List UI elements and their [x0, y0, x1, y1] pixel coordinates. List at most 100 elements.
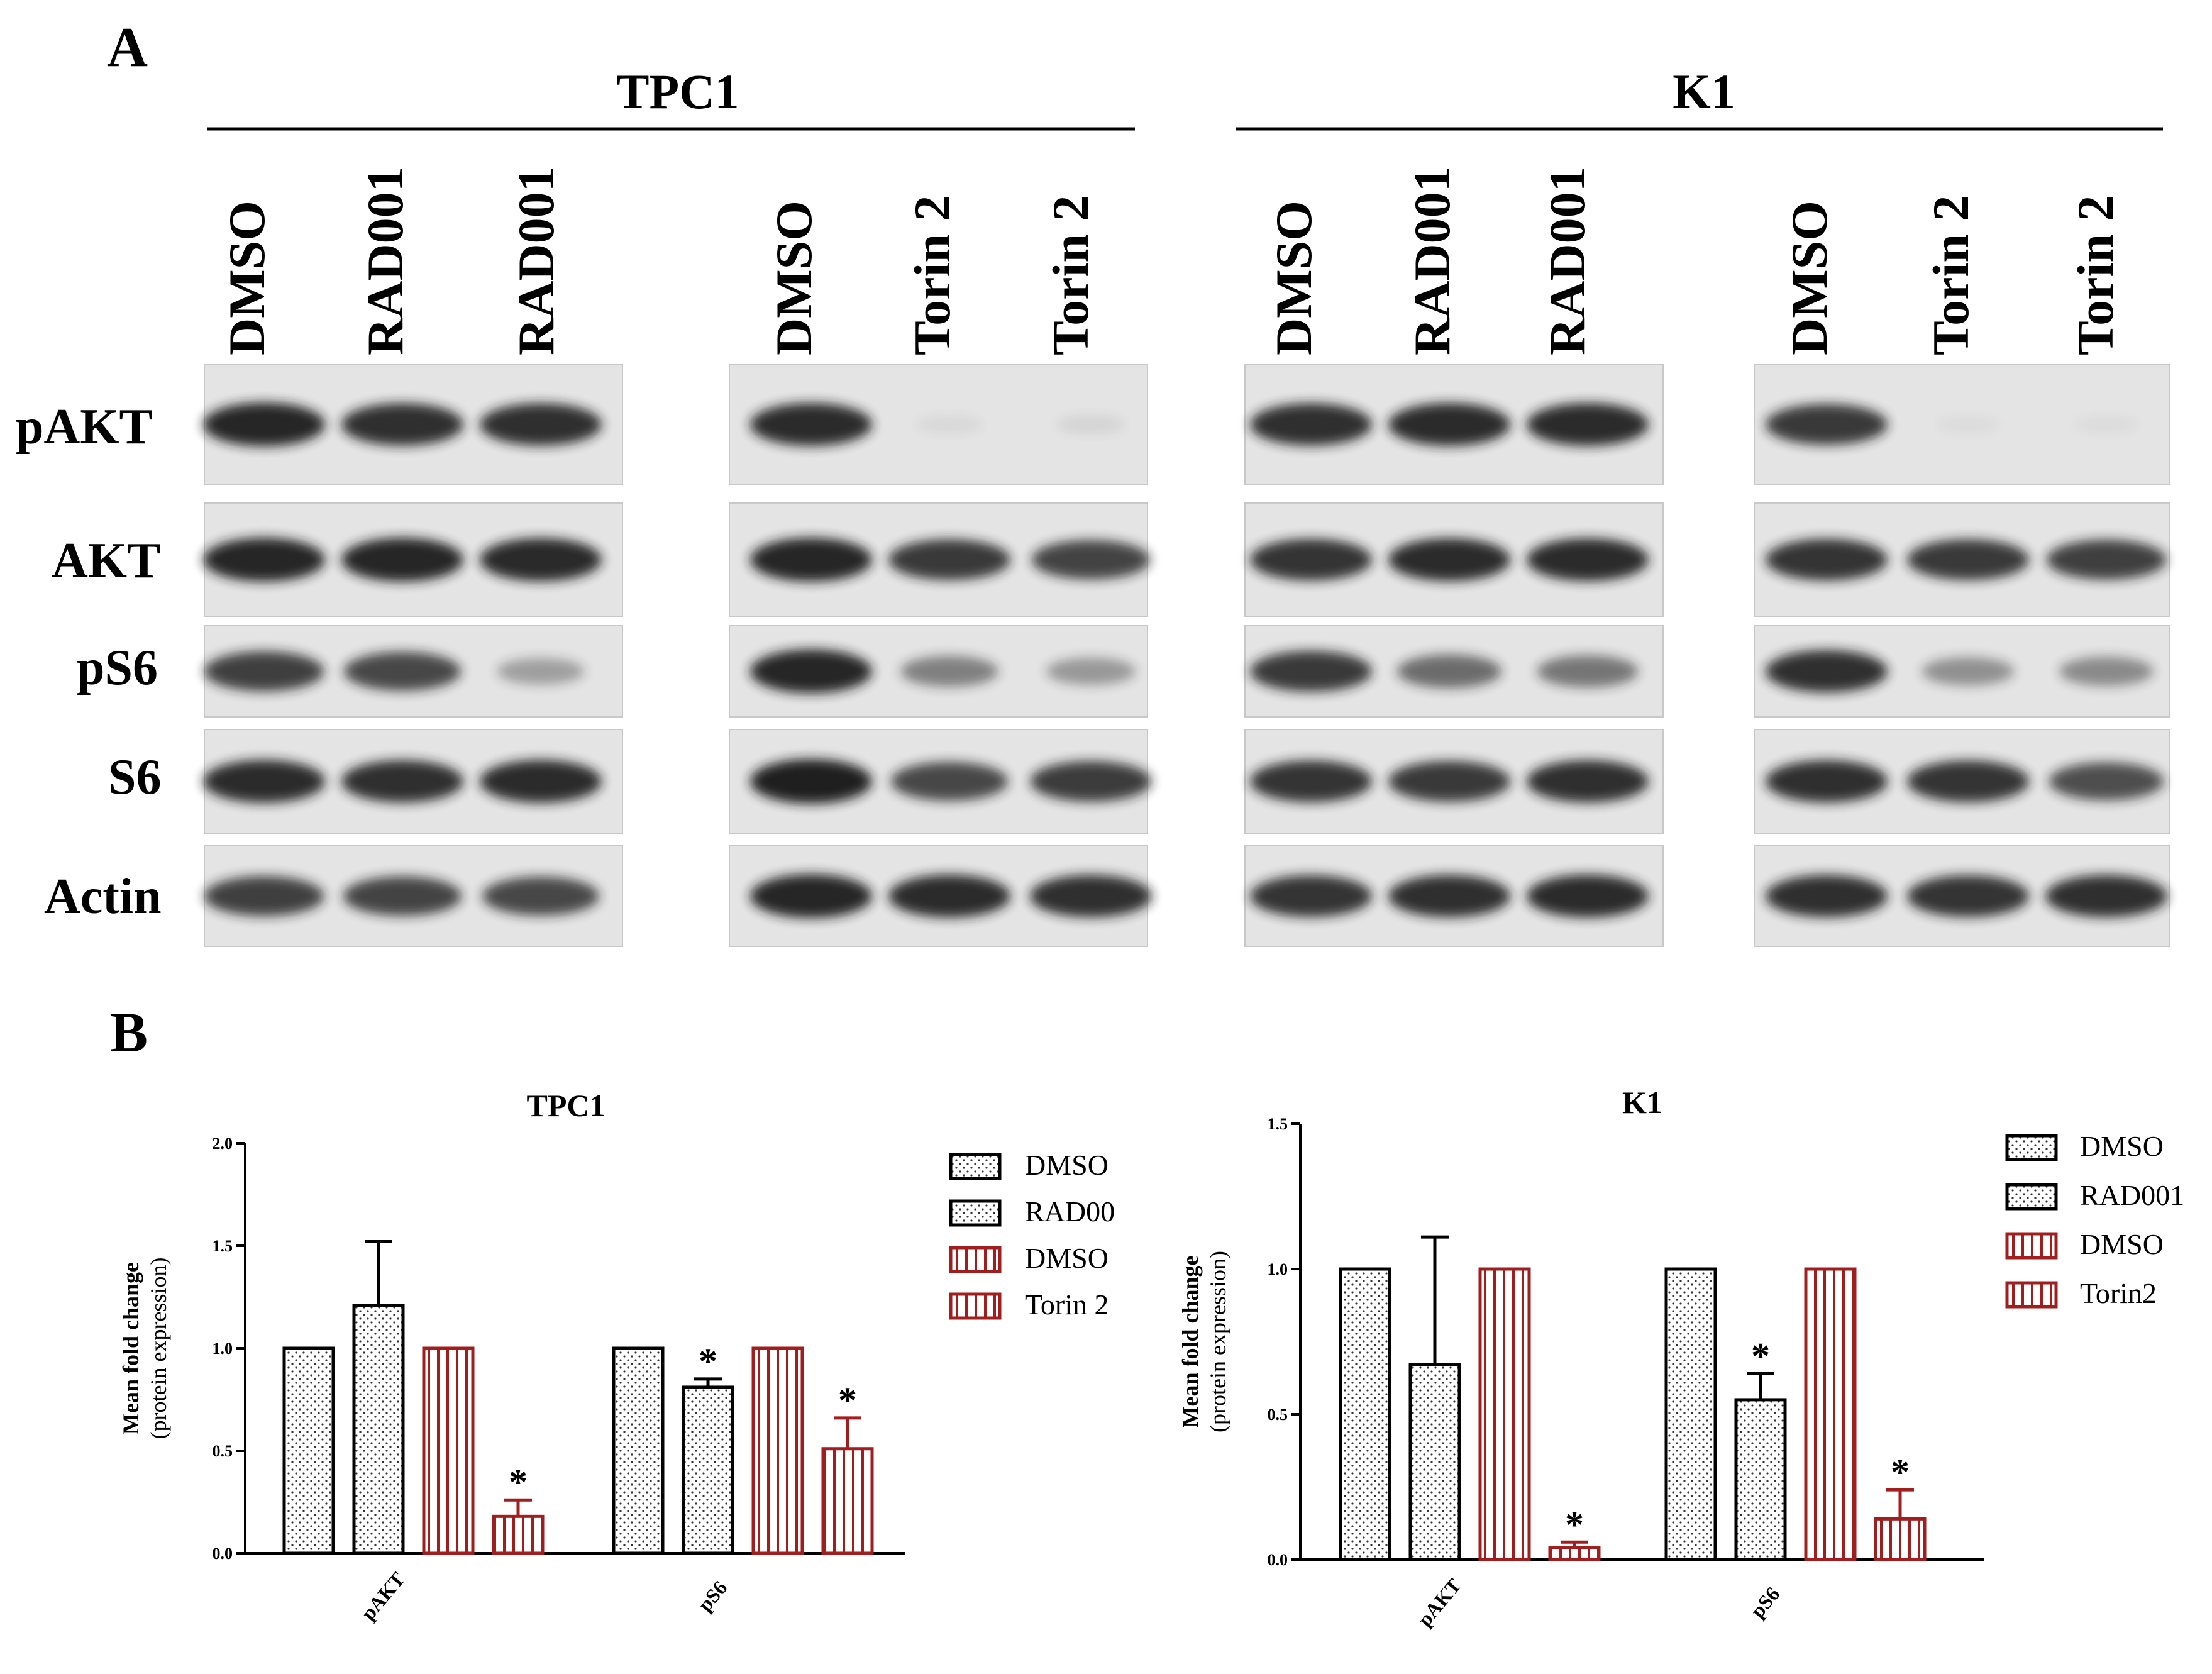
significance-k1-ps6-1: * [1751, 1335, 1770, 1377]
band-akt-0-0 [203, 538, 325, 582]
significance-tpc1-ps6-3: * [838, 1380, 857, 1421]
lane-label-tpc1-0: DMSO [218, 201, 275, 355]
y-tick-label-k1-2: 1.0 [1268, 1260, 1288, 1278]
bar-tpc1-ps6-1 [682, 1385, 734, 1555]
row-labels: pAKT AKT pS6 S6 Actin [16, 399, 162, 924]
western-blot-panels [203, 364, 2170, 947]
legend-swatch-k1-3 [2005, 1281, 2058, 1309]
band-ps6-2-1 [1396, 654, 1502, 689]
y-tick-label-k1-1: 0.5 [1268, 1405, 1288, 1424]
lane-label-tpc1-2: RAD001 [507, 166, 565, 355]
blot-group-title-k1: K1 [1673, 64, 1735, 119]
y-tick-label-tpc1-3: 1.5 [213, 1237, 233, 1255]
band-ps6-0-0 [204, 651, 324, 692]
legend-swatch-tpc1-2 [949, 1246, 1002, 1273]
band-pakt-3-2 [2074, 416, 2139, 433]
bar-k1-ps6-3 [1874, 1517, 1927, 1561]
lane-label-k1-5: Torin 2 [2067, 196, 2124, 355]
y-tick-label-tpc1-4: 2.0 [213, 1134, 233, 1153]
y-tick-label-tpc1-1: 0.5 [213, 1442, 233, 1460]
row-label-akt: AKT [52, 533, 160, 589]
bar-tpc1-ps6-3 [821, 1447, 874, 1555]
panel-b-label: B [110, 1002, 148, 1064]
band-akt-3-1 [1907, 539, 2029, 580]
category-label-k1-0: pAKT [1413, 1574, 1466, 1631]
legend-label-k1-3: Torin2 [2080, 1277, 2157, 1309]
band-ps6-2-2 [1537, 655, 1639, 688]
row-label-s6: S6 [108, 750, 162, 805]
band-actin-2-1 [1388, 875, 1510, 917]
band-pakt-3-1 [1935, 416, 2001, 433]
band-ps6-3-1 [1922, 657, 2015, 686]
band-s6-3-2 [2049, 762, 2164, 801]
bar-k1-pakt-3 [1548, 1546, 1601, 1561]
band-actin-0-1 [343, 876, 462, 916]
band-ps6-1-1 [900, 656, 998, 687]
significance-tpc1-pakt-3: * [509, 1461, 528, 1503]
band-s6-1-1 [890, 762, 1009, 801]
bar-k1-ps6-0 [1664, 1267, 1717, 1561]
band-actin-3-1 [1907, 875, 2029, 917]
band-actin-0-0 [204, 876, 324, 916]
band-pakt-2-0 [1250, 403, 1372, 446]
band-s6-3-1 [1907, 760, 2029, 802]
band-pakt-2-2 [1527, 402, 1649, 446]
band-actin-1-1 [888, 874, 1010, 918]
bar-tpc1-pakt-3 [492, 1514, 545, 1555]
band-ps6-3-0 [1766, 650, 1888, 693]
band-actin-3-0 [1766, 875, 1888, 917]
bar-tpc1-pakt-0 [282, 1346, 335, 1555]
legend-swatch-tpc1-1 [949, 1199, 1002, 1227]
legend-label-tpc1-2: DMSO [1025, 1242, 1109, 1274]
row-label-pakt: pAKT [16, 399, 153, 455]
lane-labels: DMSO RAD001 RAD001 DMSO Torin 2 Torin 2 DMSO RA… [218, 166, 2124, 355]
legend-label-k1-1: RAD001 [2080, 1179, 2184, 1211]
band-ps6-1-0 [750, 649, 872, 694]
band-actin-3-2 [2045, 875, 2167, 917]
band-akt-2-0 [1250, 538, 1372, 581]
significance-tpc1-ps6-1: * [699, 1341, 717, 1382]
band-ps6-0-2 [497, 658, 585, 685]
band-pakt-1-1 [915, 415, 983, 434]
band-s6-1-2 [1030, 761, 1152, 802]
panel-a-label: A [107, 16, 148, 79]
band-akt-1-0 [750, 538, 872, 582]
band-ps6-0-1 [343, 651, 462, 691]
lane-label-tpc1-4: Torin 2 [904, 196, 961, 355]
lane-label-k1-4: Torin 2 [1922, 196, 1979, 355]
y-tick-label-tpc1-0: 0.0 [213, 1544, 233, 1563]
bar-k1-pakt-2 [1478, 1267, 1531, 1561]
band-ps6-3-2 [2059, 657, 2154, 686]
band-s6-2-1 [1388, 760, 1510, 802]
bar-tpc1-pakt-2 [422, 1346, 475, 1555]
bar-k1-pakt-1 [1408, 1363, 1461, 1561]
category-label-tpc1-1: pS6 [694, 1577, 732, 1616]
y-axis-sublabel-tpc1: (protein expression) [146, 1258, 171, 1439]
band-pakt-2-1 [1388, 402, 1510, 446]
band-pakt-3-0 [1766, 404, 1888, 445]
band-pakt-0-2 [480, 403, 602, 446]
bar-k1-ps6-1 [1734, 1398, 1787, 1561]
bar-tpc1-ps6-0 [612, 1346, 665, 1555]
band-akt-1-1 [888, 539, 1010, 580]
lane-label-k1-1: RAD001 [1403, 166, 1461, 355]
y-axis-sublabel-k1: (protein expression) [1205, 1251, 1230, 1433]
y-axis-label-tpc1: Mean fold change [118, 1262, 143, 1434]
lane-label-k1-2: RAD001 [1539, 166, 1596, 355]
legend-swatch-tpc1-0 [949, 1153, 1002, 1180]
legend-label-tpc1-3: Torin 2 [1025, 1289, 1109, 1321]
band-ps6-2-0 [1250, 650, 1372, 692]
legend-label-tpc1-1: RAD00 [1025, 1195, 1115, 1228]
band-akt-2-1 [1388, 538, 1510, 582]
band-s6-2-2 [1527, 760, 1649, 803]
bar-k1-pakt-0 [1339, 1267, 1391, 1561]
band-akt-2-2 [1527, 538, 1649, 582]
legend-label-tpc1-0: DMSO [1025, 1149, 1109, 1181]
band-s6-1-0 [750, 758, 872, 804]
band-actin-2-2 [1527, 874, 1649, 918]
bar-tpc1-pakt-1 [352, 1304, 405, 1555]
row-label-ps6: pS6 [77, 640, 158, 696]
chart-title-k1: K1 [1622, 1085, 1662, 1120]
chart-title-tpc1: TPC1 [527, 1088, 606, 1123]
significance-k1-pakt-3: * [1565, 1504, 1584, 1545]
